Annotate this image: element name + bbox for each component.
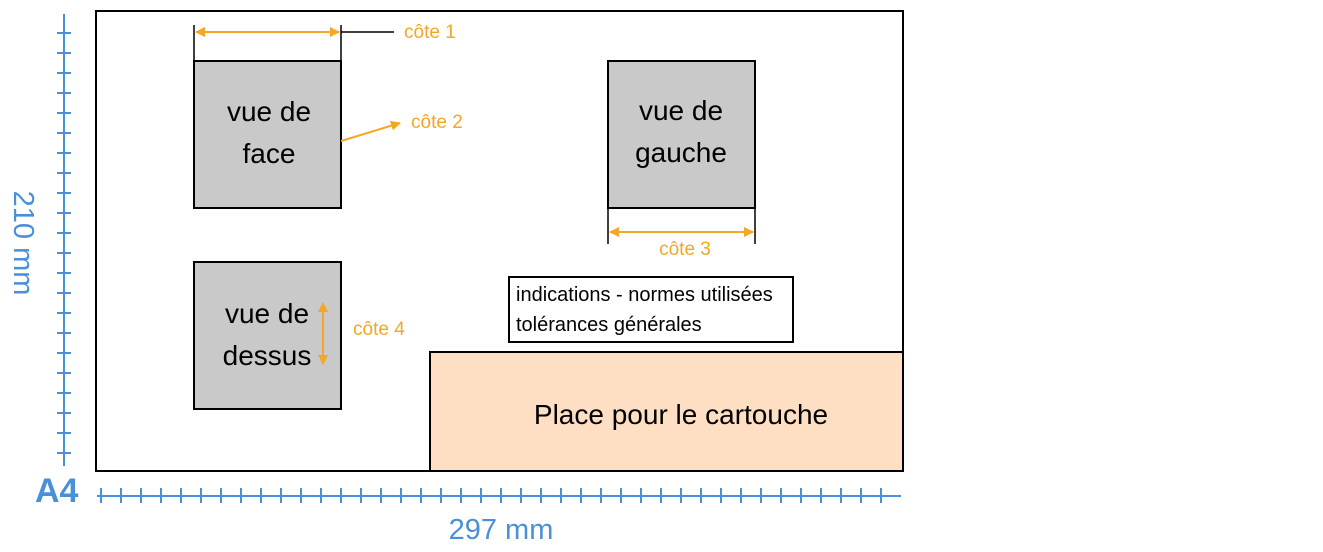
dimension-cote-1: côte 1 (193, 22, 456, 61)
front-view-label-line2: face (243, 138, 296, 169)
dimension-cote-3: côte 3 (607, 208, 756, 260)
left-view-label-line2: gauche (635, 137, 727, 168)
format-label: A4 (35, 472, 79, 510)
cote-4-label: côte 4 (353, 319, 405, 340)
front-view-box (193, 60, 342, 209)
horizontal-ruler (97, 488, 901, 503)
horizontal-ruler-ticks (100, 488, 882, 503)
top-view-label-line1: vue de (225, 298, 309, 329)
title-block-label: Place pour le cartouche (534, 399, 828, 430)
vertical-ruler-ticks (57, 32, 71, 454)
front-view-label-line1: vue de (227, 96, 311, 127)
top-view-label-line2: dessus (223, 340, 312, 371)
cote-3-label: côte 3 (659, 239, 711, 260)
cote-2-arrow (340, 120, 401, 142)
title-block (429, 351, 904, 472)
notes-box (508, 276, 794, 343)
vertical-ruler (57, 14, 71, 466)
top-view-box (193, 261, 342, 410)
left-view-box (607, 60, 756, 209)
notes-line-2: tolérances générales (516, 314, 702, 336)
cote-2-label: côte 2 (411, 112, 463, 133)
dimension-cote-4: côte 4 (318, 302, 405, 365)
notes-line-1: indications - normes utilisées (516, 284, 773, 306)
dimension-cote-2: côte 2 (340, 112, 463, 142)
height-label: 210 mm (7, 191, 39, 296)
width-label: 297 mm (449, 514, 554, 546)
cote-1-label: côte 1 (404, 22, 456, 43)
left-view-label-line1: vue de (639, 95, 723, 126)
